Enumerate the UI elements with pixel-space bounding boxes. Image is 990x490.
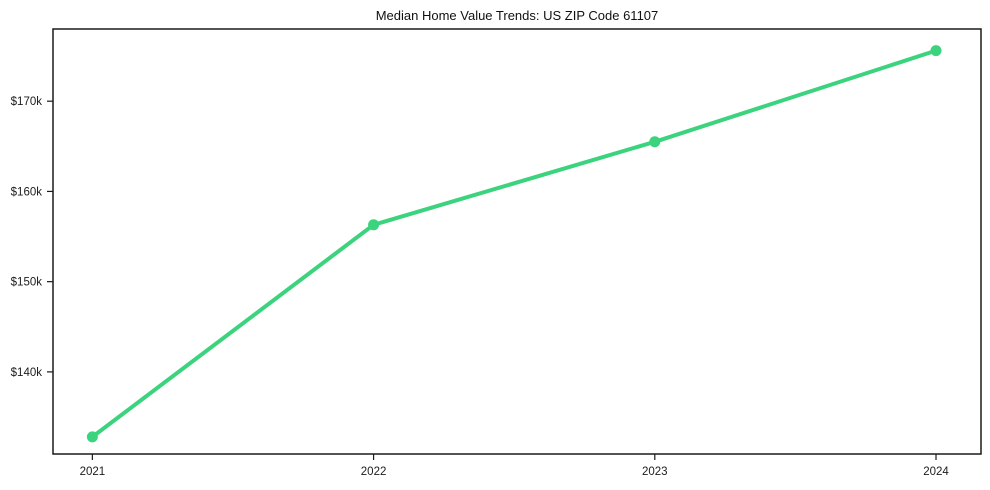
x-tick-label: 2022 bbox=[361, 466, 387, 478]
plot-frame bbox=[52, 28, 982, 455]
data-point-marker bbox=[649, 136, 661, 148]
x-tick-label: 2024 bbox=[923, 466, 949, 478]
y-tick-label: $140k bbox=[11, 367, 43, 379]
data-point-marker bbox=[930, 45, 942, 57]
trend-line bbox=[90, 48, 939, 439]
x-tick-label: 2023 bbox=[642, 466, 668, 478]
x-tick-label: 2021 bbox=[80, 466, 106, 478]
chart-title: Median Home Value Trends: US ZIP Code 61… bbox=[375, 8, 659, 23]
y-tick-label: $160k bbox=[11, 186, 43, 198]
y-tick-label: $150k bbox=[11, 277, 43, 289]
data-point-marker bbox=[86, 431, 98, 443]
y-tick-label: $170k bbox=[11, 96, 43, 108]
data-point-marker bbox=[368, 219, 380, 231]
